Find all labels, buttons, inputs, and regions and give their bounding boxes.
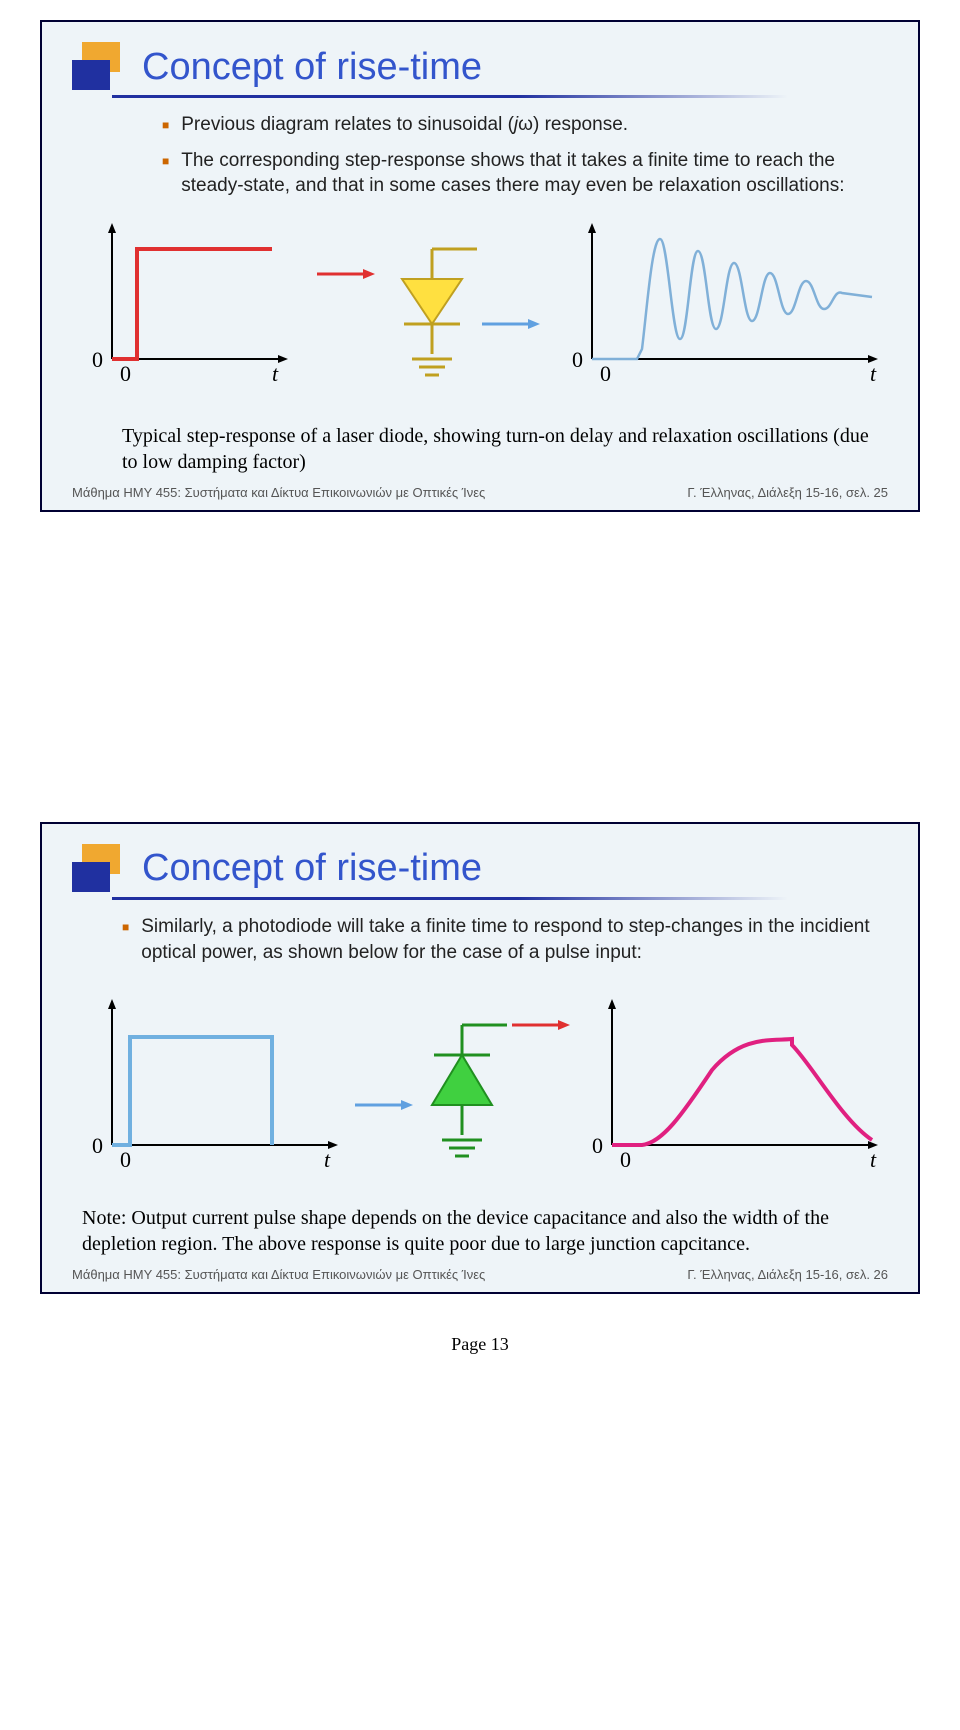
arrow-blue-icon xyxy=(482,319,540,329)
bullet-list: ■ Previous diagram relates to sinusoidal… xyxy=(72,112,888,199)
bullet-text-pre: Previous diagram relates to sinusoidal ( xyxy=(181,114,514,135)
axis-zero: 0 xyxy=(600,361,611,386)
axis-zero: 0 xyxy=(92,1133,103,1158)
bullet-list: ■ Similarly, a photodiode will take a fi… xyxy=(72,914,888,965)
bullet-text: The corresponding step-response shows th… xyxy=(181,148,888,199)
axis-zero: 0 xyxy=(92,347,103,372)
slide-2: Concept of rise-time ■ Similarly, a phot… xyxy=(40,822,920,1294)
axis-zero: 0 xyxy=(572,347,583,372)
photodiode-icon xyxy=(432,1025,507,1156)
page-number: Page 13 xyxy=(0,1334,960,1355)
footer-right: Γ. Έλληνας, Διάλεξη 15-16, σελ. 25 xyxy=(687,485,888,500)
axis-label-t: t xyxy=(272,361,279,386)
bullet-text: Previous diagram relates to sinusoidal (… xyxy=(181,112,628,138)
diagram-caption: Typical step-response of a laser diode, … xyxy=(122,423,888,475)
diagram-svg: 0 0 t xyxy=(72,209,892,409)
title-underline xyxy=(112,95,788,98)
title-underline xyxy=(112,897,788,900)
relaxation-oscillation-line xyxy=(592,239,872,359)
bullet-item: ■ The corresponding step-response shows … xyxy=(162,148,888,199)
pulse-input-line xyxy=(112,1037,272,1145)
arrow-red-icon xyxy=(317,269,375,279)
title-row: Concept of rise-time xyxy=(72,844,888,894)
bullet-item: ■ Previous diagram relates to sinusoidal… xyxy=(162,112,888,138)
title-icon xyxy=(72,844,132,894)
arrow-red-icon xyxy=(512,1020,570,1030)
photodiode-response-line xyxy=(612,1039,872,1145)
bullet-mark-icon: ■ xyxy=(162,118,169,138)
left-plot: 0 0 t xyxy=(92,223,288,386)
footer-right: Γ. Έλληνας, Διάλεξη 15-16, σελ. 26 xyxy=(687,1267,888,1282)
footer-left: Μάθημα ΗΜΥ 455: Συστήματα και Δίκτυα Επι… xyxy=(72,1267,485,1282)
axis-label-t: t xyxy=(324,1147,331,1172)
bullet-mark-icon: ■ xyxy=(162,154,169,199)
diode-icon xyxy=(402,249,477,375)
footer-left: Μάθημα ΗΜΥ 455: Συστήματα και Δίκτυα Επι… xyxy=(72,485,485,500)
diagram-note: Note: Output current pulse shape depends… xyxy=(82,1205,888,1257)
bullet-text-post: ω) response. xyxy=(518,114,628,135)
right-plot: 0 0 t xyxy=(592,999,878,1172)
right-plot: 0 0 t xyxy=(572,223,878,386)
arrow-blue-icon xyxy=(355,1100,413,1110)
title-row: Concept of rise-time xyxy=(72,42,888,92)
step-input-line xyxy=(112,249,272,359)
title-icon-front xyxy=(72,60,110,90)
axis-zero: 0 xyxy=(120,1147,131,1172)
bullet-item: ■ Similarly, a photodiode will take a fi… xyxy=(122,914,888,965)
slide-title: Concept of rise-time xyxy=(142,46,482,89)
title-icon xyxy=(72,42,132,92)
diagram-svg: 0 0 t xyxy=(72,975,892,1195)
title-icon-front xyxy=(72,862,110,892)
page-spacer xyxy=(0,532,960,802)
slide-1: Concept of rise-time ■ Previous diagram … xyxy=(40,20,920,512)
axis-zero: 0 xyxy=(120,361,131,386)
diagram-area: 0 0 t xyxy=(72,975,888,1195)
slide-title: Concept of rise-time xyxy=(142,847,482,890)
axis-label-t: t xyxy=(870,1147,877,1172)
axis-zero: 0 xyxy=(592,1133,603,1158)
bullet-text: Similarly, a photodiode will take a fini… xyxy=(141,914,888,965)
diagram-area: 0 0 t xyxy=(72,209,888,409)
bullet-mark-icon: ■ xyxy=(122,920,129,965)
axis-zero: 0 xyxy=(620,1147,631,1172)
axis-label-t: t xyxy=(870,361,877,386)
slide-footer: Μάθημα ΗΜΥ 455: Συστήματα και Δίκτυα Επι… xyxy=(72,1267,888,1282)
left-plot: 0 0 t xyxy=(92,999,338,1172)
slide-footer: Μάθημα ΗΜΥ 455: Συστήματα και Δίκτυα Επι… xyxy=(72,485,888,500)
